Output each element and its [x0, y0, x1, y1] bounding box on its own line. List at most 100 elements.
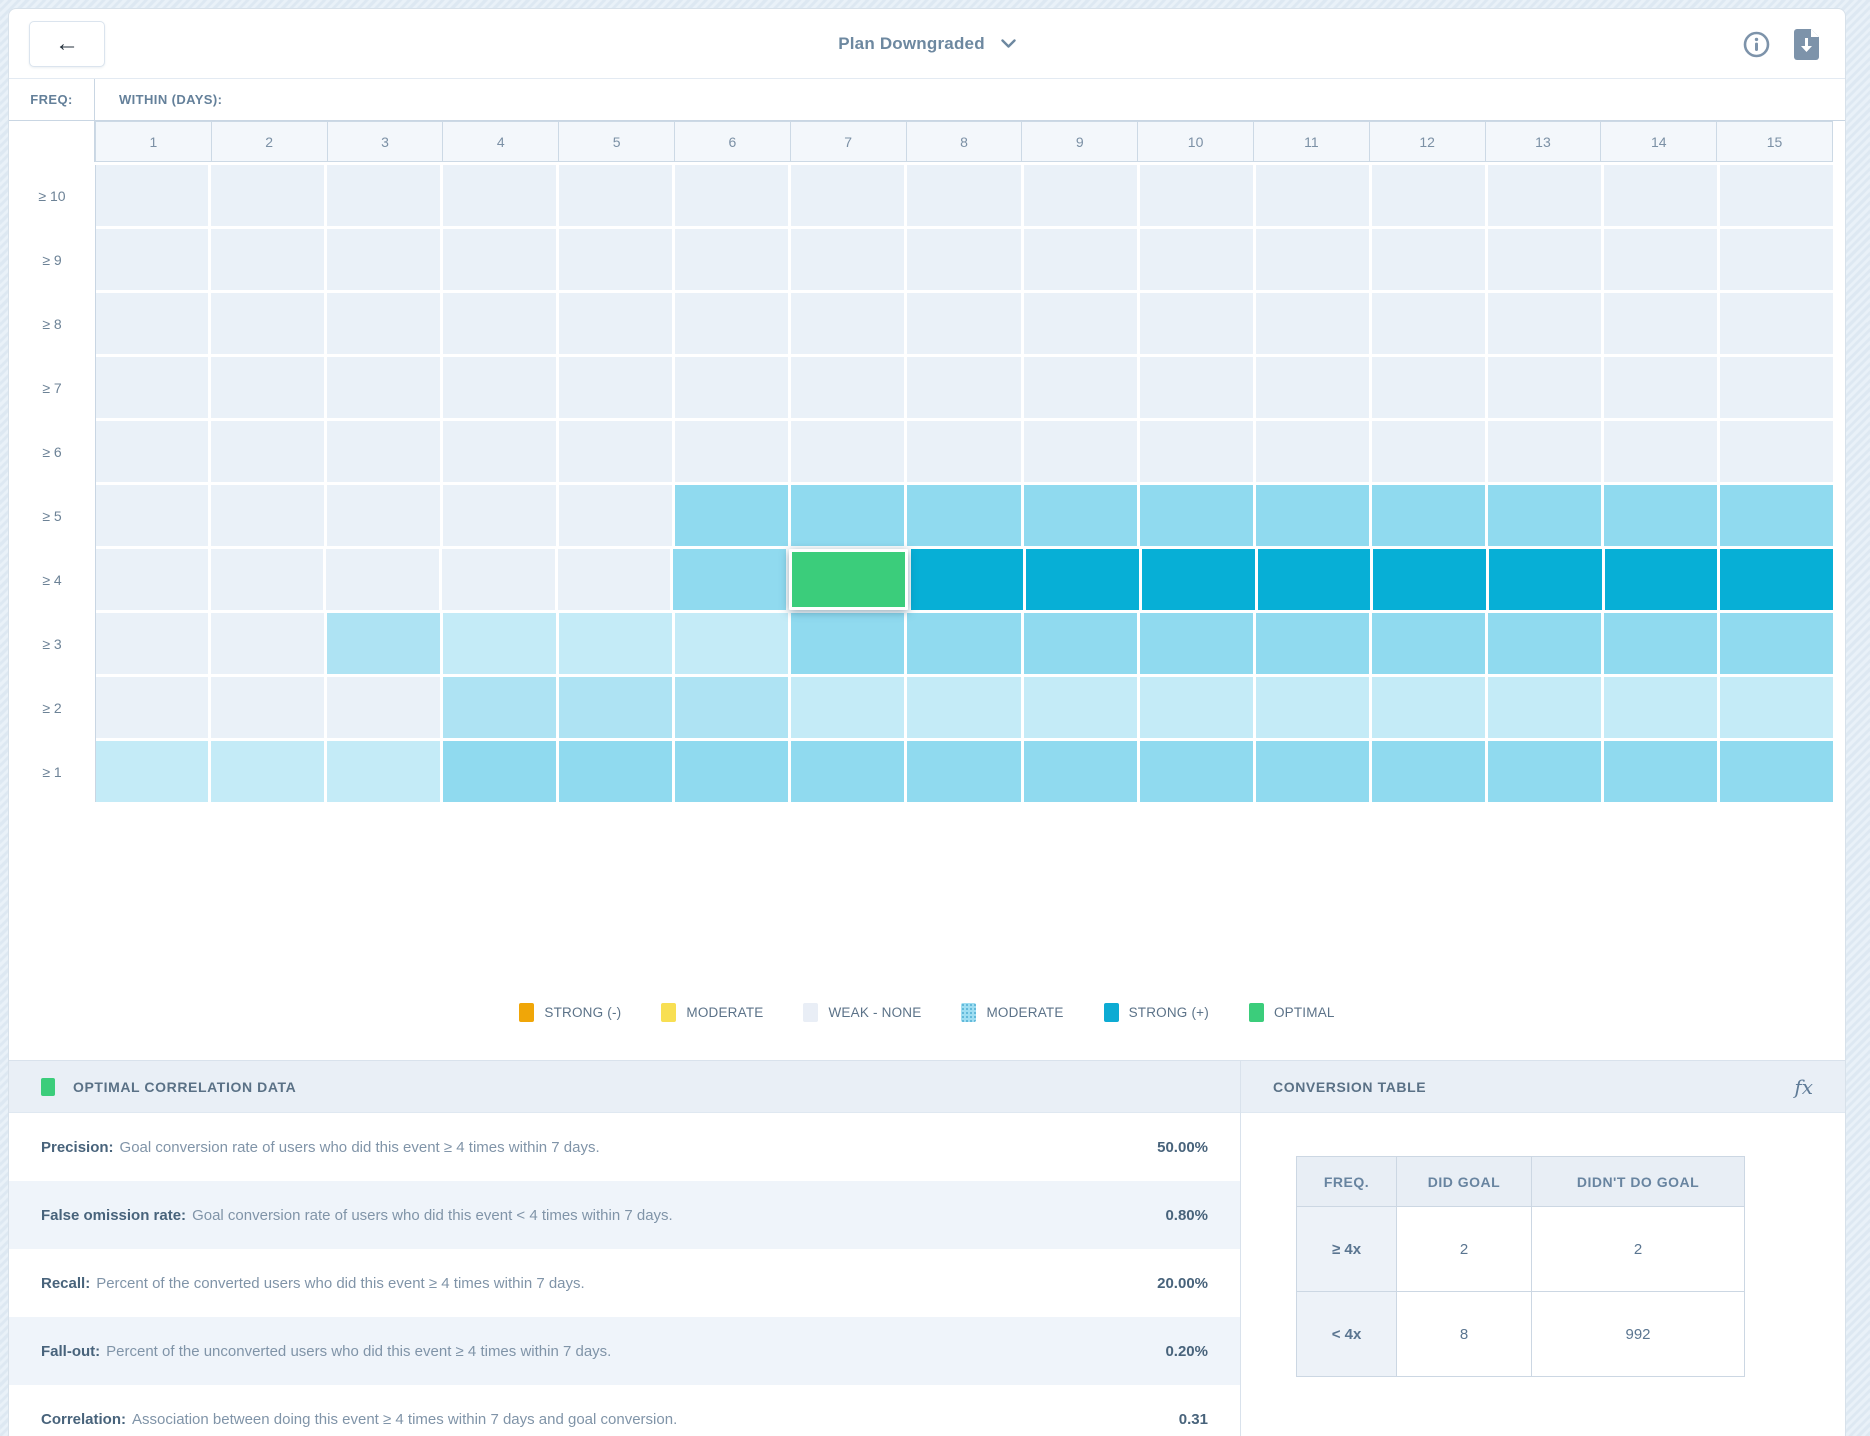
- heatmap-cell[interactable]: [211, 293, 325, 354]
- heatmap-cell[interactable]: [326, 549, 440, 610]
- heatmap-cell[interactable]: [1489, 549, 1602, 610]
- heatmap-cell[interactable]: [910, 549, 1024, 610]
- heatmap-cell[interactable]: [1371, 677, 1485, 738]
- heatmap-cell[interactable]: [559, 293, 673, 354]
- heatmap-cell[interactable]: [1604, 549, 1718, 610]
- heatmap-cell[interactable]: [1371, 741, 1485, 802]
- heatmap-cell[interactable]: [907, 165, 1021, 226]
- heatmap-cell[interactable]: [1371, 229, 1485, 290]
- heatmap-cell[interactable]: [907, 613, 1021, 674]
- heatmap-cell[interactable]: [211, 741, 325, 802]
- heatmap-cell[interactable]: [1719, 613, 1833, 674]
- heatmap-cell[interactable]: [1255, 741, 1369, 802]
- heatmap-cell[interactable]: [1487, 677, 1601, 738]
- heatmap-cell[interactable]: [791, 293, 905, 354]
- heatmap-cell[interactable]: [1139, 165, 1253, 226]
- heatmap-cell[interactable]: [791, 613, 905, 674]
- heatmap-cell[interactable]: [675, 741, 789, 802]
- heatmap-cell[interactable]: [327, 613, 441, 674]
- heatmap-cell[interactable]: [907, 421, 1021, 482]
- heatmap-cell[interactable]: [559, 421, 673, 482]
- heatmap-cell[interactable]: [211, 677, 325, 738]
- heatmap-cell[interactable]: [95, 485, 209, 546]
- heatmap-cell[interactable]: [211, 485, 325, 546]
- heatmap-cell[interactable]: [1487, 741, 1601, 802]
- heatmap-cell[interactable]: [443, 165, 557, 226]
- heatmap-cell[interactable]: [1487, 613, 1601, 674]
- heatmap-cell[interactable]: [1023, 293, 1137, 354]
- heatmap-cell[interactable]: [1719, 293, 1833, 354]
- heatmap-cell[interactable]: [443, 613, 557, 674]
- heatmap-cell[interactable]: [1719, 677, 1833, 738]
- heatmap-cell[interactable]: [1023, 677, 1137, 738]
- heatmap-cell[interactable]: [443, 421, 557, 482]
- heatmap-cell[interactable]: [1603, 613, 1717, 674]
- heatmap-cell[interactable]: [95, 357, 209, 418]
- heatmap-cell[interactable]: [791, 229, 905, 290]
- heatmap-cell[interactable]: [1603, 421, 1717, 482]
- heatmap-cell[interactable]: [907, 229, 1021, 290]
- heatmap-cell[interactable]: [673, 549, 787, 610]
- heatmap-cell[interactable]: [559, 677, 673, 738]
- heatmap-cell[interactable]: [211, 229, 325, 290]
- heatmap-cell[interactable]: [1719, 165, 1833, 226]
- heatmap-cell[interactable]: [1719, 229, 1833, 290]
- heatmap-cell[interactable]: [327, 421, 441, 482]
- heatmap-cell[interactable]: [675, 357, 789, 418]
- heatmap-cell[interactable]: [1139, 229, 1253, 290]
- heatmap-cell[interactable]: [1487, 357, 1601, 418]
- heatmap-cell[interactable]: [1139, 357, 1253, 418]
- heatmap-cell[interactable]: [791, 677, 905, 738]
- heatmap-cell[interactable]: [95, 549, 208, 610]
- heatmap-cell[interactable]: [1023, 485, 1137, 546]
- heatmap-cell[interactable]: [1026, 549, 1140, 610]
- info-icon[interactable]: [1743, 31, 1770, 58]
- heatmap-cell[interactable]: [1255, 357, 1369, 418]
- heatmap-cell[interactable]: [1719, 485, 1833, 546]
- heatmap-cell[interactable]: [211, 357, 325, 418]
- heatmap-cell[interactable]: [95, 421, 209, 482]
- heatmap-cell[interactable]: [791, 421, 905, 482]
- heatmap-cell[interactable]: [1139, 421, 1253, 482]
- heatmap-cell[interactable]: [675, 485, 789, 546]
- heatmap-cell[interactable]: [211, 613, 325, 674]
- heatmap-cell[interactable]: [1603, 229, 1717, 290]
- title-dropdown[interactable]: Plan Downgraded: [838, 34, 1016, 54]
- heatmap-cell[interactable]: [675, 613, 789, 674]
- heatmap-cell[interactable]: [1255, 677, 1369, 738]
- heatmap-cell[interactable]: [1255, 293, 1369, 354]
- heatmap-cell[interactable]: [327, 677, 441, 738]
- heatmap-cell[interactable]: [443, 293, 557, 354]
- heatmap-cell[interactable]: [559, 741, 673, 802]
- heatmap-cell[interactable]: [1487, 229, 1601, 290]
- heatmap-cell[interactable]: [1139, 293, 1253, 354]
- heatmap-cell[interactable]: [1603, 485, 1717, 546]
- heatmap-cell[interactable]: [1255, 421, 1369, 482]
- heatmap-cell[interactable]: [1603, 293, 1717, 354]
- heatmap-cell[interactable]: [1023, 613, 1137, 674]
- heatmap-cell[interactable]: [559, 613, 673, 674]
- back-button[interactable]: ←: [29, 21, 105, 67]
- heatmap-cell[interactable]: [1255, 613, 1369, 674]
- heatmap-cell[interactable]: [1371, 485, 1485, 546]
- heatmap-cell[interactable]: [1487, 293, 1601, 354]
- heatmap-cell[interactable]: [907, 293, 1021, 354]
- heatmap-cell[interactable]: [791, 485, 905, 546]
- heatmap-cell[interactable]: [791, 357, 905, 418]
- heatmap-cell[interactable]: [1603, 357, 1717, 418]
- heatmap-cell[interactable]: [95, 677, 209, 738]
- heatmap-cell[interactable]: [675, 677, 789, 738]
- heatmap-cell[interactable]: [791, 741, 905, 802]
- heatmap-cell[interactable]: [327, 741, 441, 802]
- heatmap-cell[interactable]: [327, 357, 441, 418]
- heatmap-cell[interactable]: [442, 549, 555, 610]
- heatmap-cell[interactable]: [1139, 485, 1253, 546]
- heatmap-cell[interactable]: [907, 677, 1021, 738]
- heatmap-cell[interactable]: [1255, 229, 1369, 290]
- heatmap-cell[interactable]: [443, 357, 557, 418]
- heatmap-cell[interactable]: [675, 421, 789, 482]
- heatmap-cell[interactable]: [1603, 677, 1717, 738]
- heatmap-cell[interactable]: [1720, 549, 1834, 610]
- heatmap-cell[interactable]: [1139, 677, 1253, 738]
- heatmap-cell[interactable]: [1487, 485, 1601, 546]
